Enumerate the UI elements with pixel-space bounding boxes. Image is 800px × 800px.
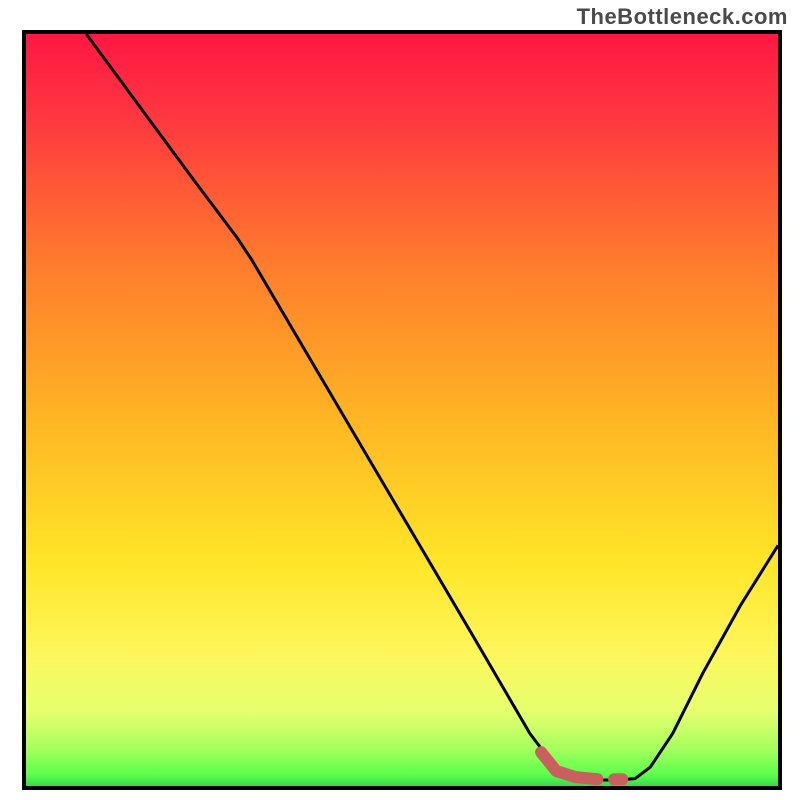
chart-background (26, 34, 778, 786)
bottleneck-chart (22, 30, 782, 790)
attribution-text: TheBottleneck.com (577, 4, 788, 30)
